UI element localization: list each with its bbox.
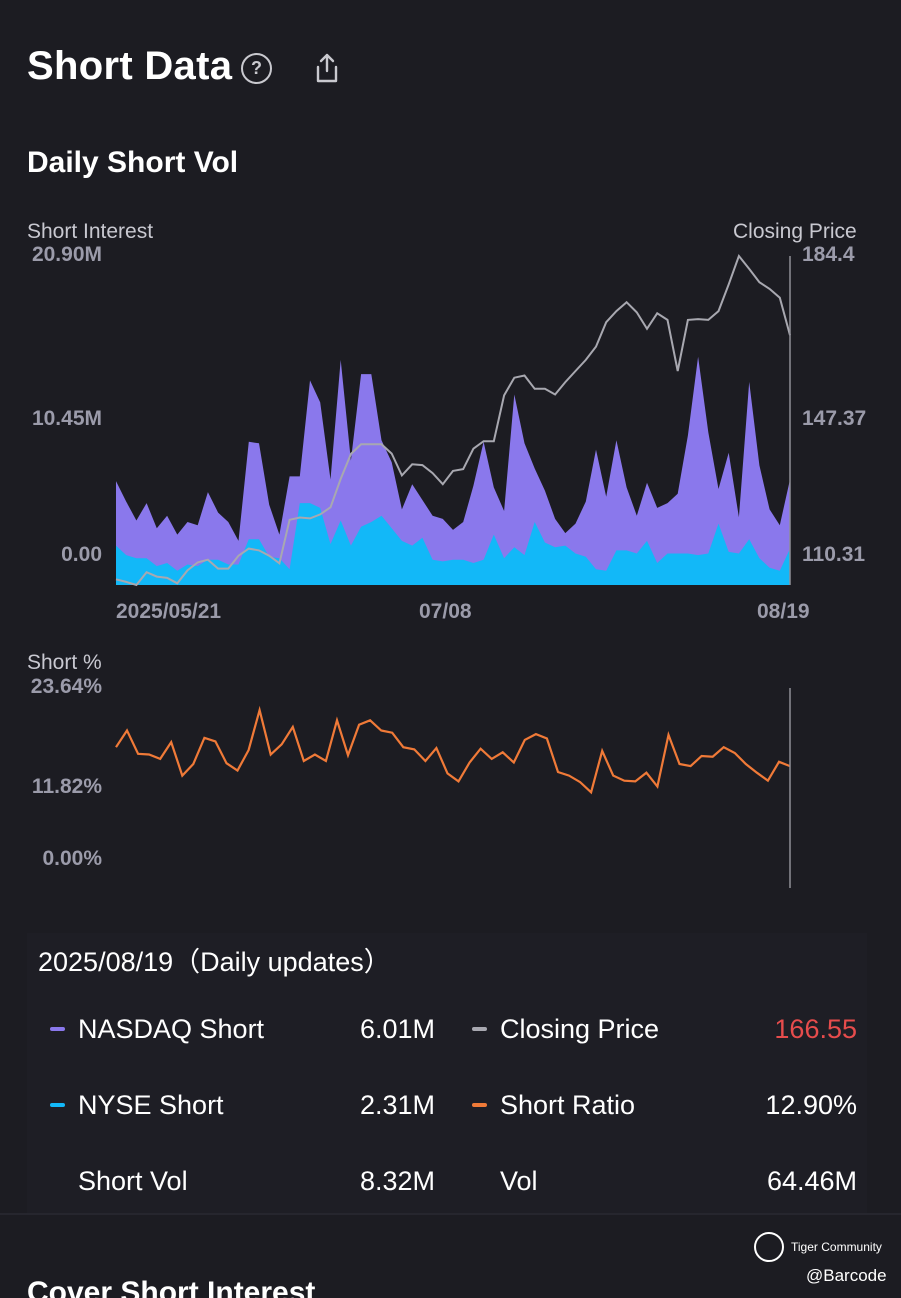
short-vol-label: Short Vol xyxy=(78,1166,188,1196)
short-ratio-line xyxy=(115,705,791,795)
right-axis-title: Closing Price xyxy=(733,220,857,243)
short-vol-value: 8.32M xyxy=(359,1166,435,1196)
share-icon[interactable] xyxy=(310,51,344,85)
left-axis-title: Short Interest xyxy=(27,220,154,243)
closing-price-value: 166.55 xyxy=(774,1014,857,1044)
x-tick-start: 2025/05/21 xyxy=(116,600,222,623)
nyse-short-area xyxy=(116,503,790,585)
left-tick-mid: 10.45M xyxy=(31,407,102,430)
ratio-axis-title: Short % xyxy=(27,651,102,674)
right-tick-min: 110.31 xyxy=(802,543,866,566)
page-title: Short Data xyxy=(27,44,233,88)
left-tick-min: 0.00 xyxy=(61,543,102,566)
left-tick-max: 20.90M xyxy=(31,243,102,266)
question-circle-icon[interactable]: ? xyxy=(241,53,272,84)
watermark-handle: @Barcode xyxy=(806,1266,887,1285)
closing-price-legend-icon xyxy=(472,1027,487,1031)
update-date: 2025/08/19（Daily updates） xyxy=(38,947,391,977)
short-ratio-legend-icon xyxy=(472,1103,487,1107)
right-tick-max: 184.4 xyxy=(802,243,855,266)
nasdaq-short-value: 6.01M xyxy=(359,1014,435,1044)
watermark-brand: Tiger Community xyxy=(791,1240,882,1254)
nyse-legend-icon xyxy=(50,1103,65,1107)
short-volume-chart[interactable] xyxy=(0,0,901,900)
closing-price-line xyxy=(115,253,791,587)
ratio-tick-mid: 11.82% xyxy=(31,775,102,798)
nyse-short-value: 2.31M xyxy=(359,1090,435,1120)
section-divider xyxy=(0,1213,901,1215)
vol-value: 64.46M xyxy=(766,1166,857,1196)
x-tick-mid: 07/08 xyxy=(419,600,472,623)
ratio-tick-max: 23.64% xyxy=(30,675,102,698)
right-tick-mid: 147.37 xyxy=(802,407,867,430)
vol-label: Vol xyxy=(500,1166,538,1196)
tiger-logo-icon xyxy=(754,1232,784,1262)
nasdaq-short-label: NASDAQ Short xyxy=(78,1014,265,1044)
nasdaq-short-area xyxy=(116,356,790,585)
section-title: Daily Short Vol xyxy=(27,146,239,179)
x-tick-end: 08/19 xyxy=(757,600,810,623)
short-ratio-value: 12.90% xyxy=(765,1090,857,1120)
short-ratio-label: Short Ratio xyxy=(500,1090,636,1120)
closing-price-label: Closing Price xyxy=(500,1014,660,1044)
nasdaq-legend-icon xyxy=(50,1027,65,1031)
summary-panel xyxy=(27,933,867,1215)
ratio-tick-min: 0.00% xyxy=(42,847,102,870)
next-section-title: Cover Short Interest xyxy=(27,1276,316,1298)
nyse-short-label: NYSE Short xyxy=(78,1090,224,1120)
